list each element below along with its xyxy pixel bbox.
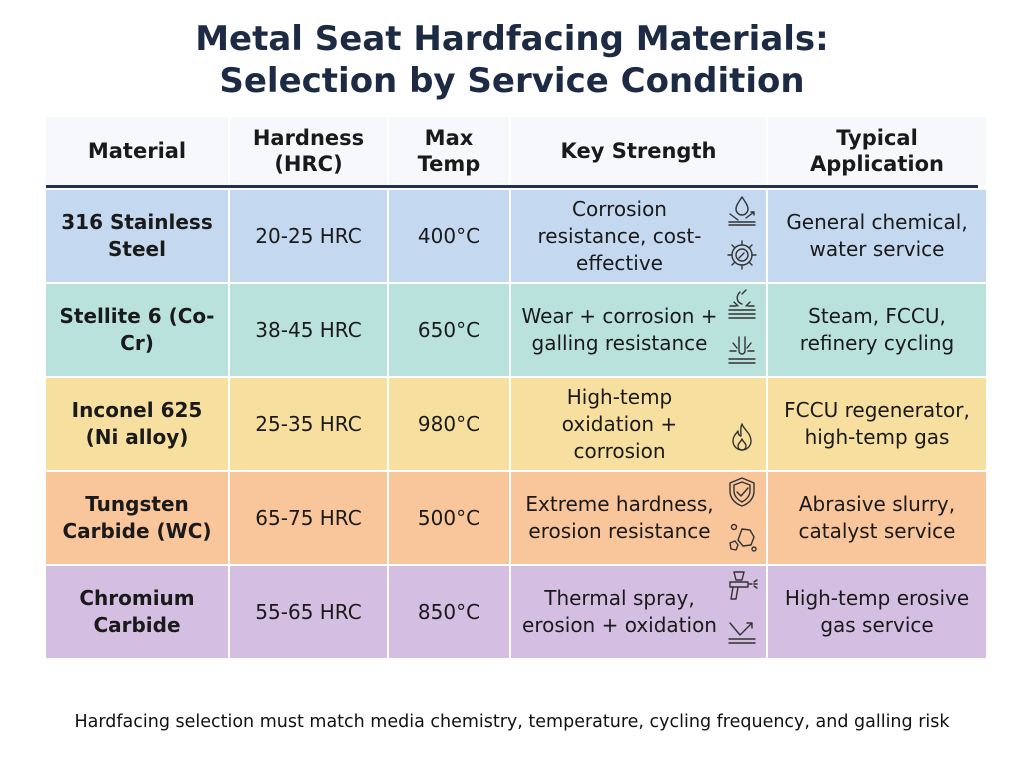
material-cell-text: 316 Stainless Steel [61,210,213,261]
max-temp-cell: 650°C [389,284,509,376]
key-strength-cell: High-temp oxidation + corrosion [511,378,766,470]
title-line-1: Metal Seat Hardfacing Materials: [195,19,829,59]
application-cell-text: High-temp erosive gas service [784,586,970,637]
max-temp-cell: 500°C [389,472,509,564]
header-key-strength: Key Strength [511,117,766,185]
key-strength-icons [726,472,758,564]
hardness-cell: 65-75 HRC [230,472,387,564]
key-strength-cell-text: Thermal spray, erosion + oxidation [522,586,717,637]
hardness-cell: 38-45 HRC [230,284,387,376]
max-temp-cell-text: 500°C [417,505,481,530]
application-cell-text: Steam, FCCU, refinery cycling [799,304,955,355]
application-cell: General chemical, water service [768,190,986,282]
material-cell: Chromium Carbide [46,566,228,658]
application-cell: FCCU regenerator, high-temp gas [768,378,986,470]
key-strength-cell: Extreme hardness, erosion resistance [511,472,766,564]
spray-gun-icon [726,570,758,609]
application-cell-text: Abrasive slurry, catalyst service [798,492,956,543]
max-temp-cell: 400°C [389,190,509,282]
key-strength-icons [726,566,758,658]
table-row: Chromium Carbide 55-65 HRC 850°C Thermal sp… [46,566,986,658]
max-temp-cell-text: 400°C [417,223,481,248]
water-drop-icon [726,194,758,233]
key-strength-icons [726,284,758,376]
materials-table: Material Hardness (HRC) Max Temp Key Str… [46,117,986,658]
application-cell-text: FCCU regenerator, high-temp gas [784,398,970,449]
material-cell-text: Inconel 625 (Ni alloy) [71,398,203,449]
key-strength-cell: Wear + corrosion + galling resistance [511,284,766,376]
footer-note: Hardfacing selection must match media ch… [74,712,950,732]
flame-icon [726,421,758,460]
table-row: Inconel 625 (Ni alloy) 25-35 HRC 980°C High… [46,378,986,470]
header-material: Material [46,117,228,185]
header-max-temp: Max Temp [389,117,509,185]
wear-surface-icon [726,288,758,327]
material-cell: Stellite 6 (Co-Cr) [46,284,228,376]
table-row: 316 Stainless Steel 20-25 HRC 400°C Corrosi… [46,190,986,282]
page-title: Metal Seat Hardfacing Materials: Selecti… [0,18,1024,102]
hardness-cell-text: 55-65 HRC [255,599,362,624]
max-temp-cell-text: 850°C [417,599,481,624]
key-strength-cell-text: High-temp oxidation + corrosion [561,384,678,463]
hardness-cell: 55-65 HRC [230,566,387,658]
shield-check-icon [726,476,758,515]
application-cell: Abrasive slurry, catalyst service [768,472,986,564]
hardness-cell-text: 25-35 HRC [255,411,362,436]
material-cell-text: Chromium Carbide [79,586,195,637]
application-cell: High-temp erosive gas service [768,566,986,658]
key-strength-icons [726,378,758,470]
max-temp-cell-text: 980°C [417,411,481,436]
hardness-cell: 25-35 HRC [230,378,387,470]
table-row: Stellite 6 (Co-Cr) 38-45 HRC 650°C Wear + c… [46,284,986,376]
table-header: Material Hardness (HRC) Max Temp Key Str… [46,117,986,188]
max-temp-cell: 850°C [389,566,509,658]
hardness-cell-text: 65-75 HRC [255,505,362,530]
material-cell: Inconel 625 (Ni alloy) [46,378,228,470]
gear-wrench-icon [726,239,758,278]
galling-impact-icon [726,333,758,372]
max-temp-cell: 980°C [389,378,509,470]
hardness-cell-text: 20-25 HRC [255,223,362,248]
material-cell-text: Tungsten Carbide (WC) [62,492,212,543]
material-cell: Tungsten Carbide (WC) [46,472,228,564]
hardness-cell-text: 38-45 HRC [255,317,362,342]
key-strength-icons [726,190,758,282]
application-cell-text: General chemical, water service [786,210,968,261]
header-application: Typical Application [768,117,986,185]
header-hardness: Hardness (HRC) [230,117,387,185]
key-strength-cell: Corrosion resistance, cost-effective [511,190,766,282]
key-strength-cell-text: Wear + corrosion + galling resistance [521,304,718,355]
table-row: Tungsten Carbide (WC) 65-75 HRC 500°C Extre… [46,472,986,564]
particles-icon [726,521,758,560]
title-line-2: Selection by Service Condition [219,61,805,101]
key-strength-cell-text: Corrosion resistance, cost-effective [537,196,702,275]
material-cell: 316 Stainless Steel [46,190,228,282]
material-cell-text: Stellite 6 (Co-Cr) [59,304,215,355]
deflection-icon [726,615,758,654]
key-strength-cell: Thermal spray, erosion + oxidation [511,566,766,658]
hardness-cell: 20-25 HRC [230,190,387,282]
max-temp-cell-text: 650°C [417,317,481,342]
key-strength-cell-text: Extreme hardness, erosion resistance [525,492,714,543]
application-cell: Steam, FCCU, refinery cycling [768,284,986,376]
